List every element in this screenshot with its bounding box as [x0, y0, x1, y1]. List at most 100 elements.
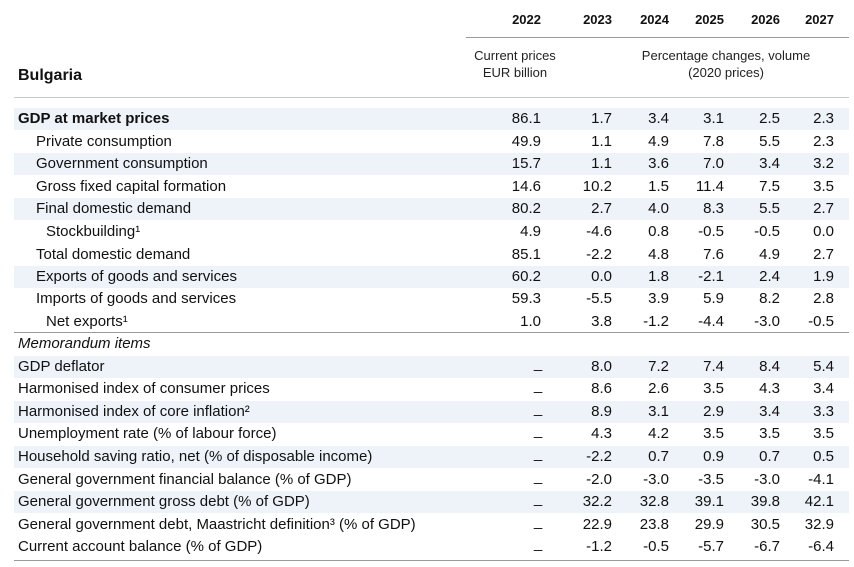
cell-value: 3.5: [703, 425, 724, 442]
row-label: Stockbuilding¹: [46, 223, 141, 240]
row-label: Net exports¹: [46, 313, 128, 330]
cell-value: 3.2: [813, 155, 834, 172]
row-label: Imports of goods and services: [36, 290, 237, 307]
cell-value: 3.5: [759, 425, 780, 442]
cell-value: 3.4: [759, 403, 780, 420]
cell-value: -2.0: [586, 471, 612, 488]
country-title: Bulgaria: [18, 67, 83, 84]
row-label: Gross fixed capital formation: [36, 178, 227, 195]
percentage-changes-subheader: Percentage changes, volume (2020 prices): [614, 47, 838, 81]
cell-value: 3.4: [813, 380, 834, 397]
cell-value: 23.8: [639, 516, 669, 533]
row-label: General government debt, Maastricht defi…: [18, 516, 416, 533]
cell-value: 1.5: [648, 178, 669, 195]
cell-value: 5.5: [759, 200, 780, 217]
cell-value: -1.2: [586, 538, 612, 555]
not-available-dash: _: [533, 490, 543, 507]
row-label: General government financial balance (% …: [18, 471, 352, 488]
table-row: Government consumption 15.7 1.1 3.6 7.0 3.4 3.…: [14, 153, 849, 175]
cell-value: 29.9: [694, 516, 724, 533]
year-header: 2023: [583, 12, 612, 27]
cell-value: 7.6: [703, 246, 724, 263]
cell-value: 0.5: [813, 448, 834, 465]
cell-value: 8.4: [759, 358, 780, 375]
cell-value: 7.4: [703, 358, 724, 375]
cell-value: 39.8: [750, 493, 780, 510]
year-header: 2025: [695, 12, 724, 27]
cell-value: 1.1: [591, 133, 612, 150]
cell-value: 86.1: [511, 110, 541, 127]
table-row: GDP deflator _ 8.0 7.2 7.4 8.4 5.4: [14, 355, 849, 378]
cell-value: 7.2: [648, 358, 669, 375]
not-available-dash: _: [533, 355, 543, 372]
cell-value: 7.8: [703, 133, 724, 150]
cell-value: 8.2: [759, 290, 780, 307]
cell-value: 1.7: [591, 110, 612, 127]
cell-value: 4.9: [759, 246, 780, 263]
cell-value: 32.8: [639, 493, 669, 510]
cell-value: 32.9: [804, 516, 834, 533]
cell-value: -2.2: [586, 448, 612, 465]
cell-value: -6.4: [808, 538, 834, 555]
cell-value: 80.2: [511, 200, 541, 217]
cell-value: -6.7: [754, 538, 780, 555]
cell-value: -4.1: [808, 471, 834, 488]
cell-value: 5.9: [703, 290, 724, 307]
not-available-dash: _: [533, 445, 543, 462]
cell-value: 3.1: [648, 403, 669, 420]
cell-value: -5.7: [698, 538, 724, 555]
current-prices-subheader: Current prices EUR billion: [466, 47, 564, 81]
subheader-line: (2020 prices): [688, 65, 764, 80]
not-available-dash: _: [533, 535, 543, 552]
cell-value: 4.2: [648, 425, 669, 442]
cell-value: -4.4: [698, 313, 724, 330]
memorandum-label: Memorandum items: [18, 335, 151, 352]
row-label: Current account balance (% of GDP): [18, 538, 263, 555]
cell-value: 3.4: [759, 155, 780, 172]
cell-value: 2.7: [813, 246, 834, 263]
table-row: Total domestic demand 85.1 -2.2 4.8 7.6 4.9 2.…: [14, 244, 849, 266]
cell-value: 3.5: [703, 380, 724, 397]
not-available-dash: _: [533, 377, 543, 394]
cell-value: 4.3: [591, 425, 612, 442]
cell-value: 0.0: [591, 268, 612, 285]
cell-value: -0.5: [754, 223, 780, 240]
table-bottom-border: [14, 560, 849, 561]
cell-value: -0.5: [808, 313, 834, 330]
memorandum-title: Memorandum items: [14, 333, 849, 355]
table-row: Exports of goods and services 60.2 0.0 1.8 -…: [14, 266, 849, 288]
cell-value: 4.8: [648, 246, 669, 263]
cell-value: -5.5: [586, 290, 612, 307]
cell-value: 3.4: [648, 110, 669, 127]
header-divider: [466, 37, 849, 38]
cell-value: 59.3: [511, 290, 541, 307]
cell-value: 3.1: [703, 110, 724, 127]
table-row: Net exports¹ 1.0 3.8 -1.2 -4.4 -3.0 -0.5: [14, 311, 849, 333]
year-header: 2027: [805, 12, 834, 27]
not-available-dash: _: [533, 422, 543, 439]
cell-value: 10.2: [582, 178, 612, 195]
row-label: Final domestic demand: [36, 200, 192, 217]
cell-value: 3.9: [648, 290, 669, 307]
cell-value: 5.5: [759, 133, 780, 150]
row-label: GDP deflator: [18, 358, 105, 375]
cell-value: 42.1: [804, 493, 834, 510]
not-available-dash: _: [533, 468, 543, 485]
row-label: Harmonised index of consumer prices: [18, 380, 270, 397]
cell-value: 2.7: [813, 200, 834, 217]
cell-value: 60.2: [511, 268, 541, 285]
table-row: Imports of goods and services 59.3 -5.5 3.9…: [14, 288, 849, 310]
cell-value: 8.9: [591, 403, 612, 420]
cell-value: -3.0: [643, 471, 669, 488]
cell-value: -3.0: [754, 471, 780, 488]
subheader-line: Percentage changes, volume: [641, 48, 811, 63]
table-row: Harmonised index of core inflation² _ 8.9 3…: [14, 400, 849, 423]
cell-value: 22.9: [582, 516, 612, 533]
cell-value: 1.0: [520, 313, 541, 330]
cell-value: -3.0: [754, 313, 780, 330]
cell-value: 11.4: [695, 178, 724, 195]
table-row: General government gross debt (% of GDP)…: [14, 490, 849, 513]
cell-value: 2.9: [703, 403, 724, 420]
cell-value: 32.2: [582, 493, 612, 510]
cell-value: 1.1: [591, 155, 612, 172]
